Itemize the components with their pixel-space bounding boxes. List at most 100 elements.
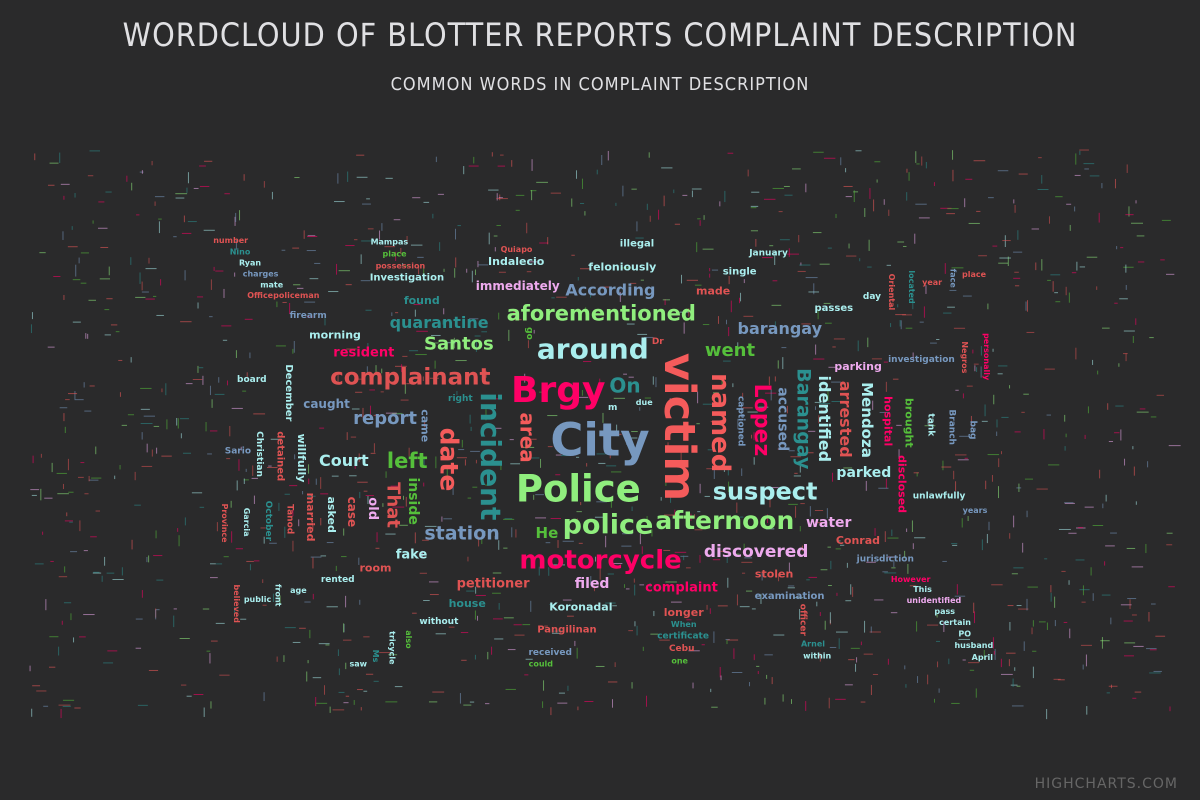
word-conrad[interactable]: Conrad (836, 534, 880, 547)
word-sario[interactable]: Sario (225, 446, 251, 456)
word-tanod[interactable]: Tanod (284, 504, 294, 534)
word-captioned[interactable]: captioned (735, 396, 745, 446)
word-received[interactable]: received (528, 648, 571, 658)
word-asked[interactable]: asked (325, 497, 338, 533)
word-accused[interactable]: accused (774, 387, 790, 451)
word-pangilinan[interactable]: Pangilinan (537, 625, 596, 636)
word-quiapo[interactable]: Quiapo (501, 245, 533, 254)
word-parked[interactable]: parked (836, 465, 891, 481)
word-within[interactable]: within (803, 652, 831, 661)
word-ms[interactable]: Ms (371, 650, 380, 663)
word-area[interactable]: area (515, 412, 539, 462)
word-year[interactable]: year (922, 278, 942, 287)
word-right[interactable]: right (448, 394, 473, 404)
word-police[interactable]: Police (516, 467, 641, 510)
word-located[interactable]: located (907, 270, 916, 304)
word-could[interactable]: could (529, 659, 554, 668)
word-suspect[interactable]: suspect (713, 477, 818, 505)
word-he[interactable]: He (536, 524, 559, 542)
word-place[interactable]: place (962, 270, 987, 279)
word-due[interactable]: due (636, 398, 653, 407)
word-arrested[interactable]: arrested (836, 381, 855, 458)
word-immediately[interactable]: immediately (476, 279, 560, 293)
word-brgy[interactable]: Brgy (511, 370, 605, 411)
word-unlawfully[interactable]: unlawfully (913, 491, 966, 501)
word-years[interactable]: years (963, 506, 988, 515)
word-charges[interactable]: charges (243, 270, 279, 279)
word-garcia[interactable]: Garcia (242, 508, 251, 537)
word-left[interactable]: left (387, 449, 428, 473)
word-date[interactable]: date (435, 428, 464, 492)
word-rented[interactable]: rented (321, 575, 355, 585)
word-afternoon[interactable]: afternoon (655, 506, 794, 535)
word-mampas[interactable]: Mampas (371, 238, 409, 247)
word-april[interactable]: April (972, 653, 994, 662)
word-jurisdiction[interactable]: jurisdiction (856, 554, 914, 564)
word-ryan[interactable]: Ryan (239, 259, 261, 268)
word-without[interactable]: without (419, 617, 459, 627)
word-incident[interactable]: incident (474, 392, 507, 520)
word-willfully[interactable]: willfully (295, 434, 308, 483)
word-oriental[interactable]: Oriental (887, 274, 896, 311)
word-station[interactable]: station (424, 522, 499, 544)
word-brought[interactable]: brought (903, 398, 916, 448)
word-firearm[interactable]: firearm (290, 311, 327, 321)
word-single[interactable]: single (723, 266, 757, 277)
word-motorcycle[interactable]: motorcycle (519, 545, 681, 575)
word-however[interactable]: However (891, 575, 931, 584)
word-parking[interactable]: parking (834, 360, 882, 373)
word-filed[interactable]: filed (575, 576, 610, 592)
word-mendoza[interactable]: Mendoza (858, 382, 876, 458)
word-barangay[interactable]: Barangay (792, 368, 814, 470)
word-complaint[interactable]: complaint (645, 581, 718, 596)
word-tank[interactable]: tank (925, 413, 935, 437)
word-resident[interactable]: resident (333, 345, 394, 360)
word-illegal[interactable]: illegal (620, 239, 654, 250)
word-caught[interactable]: caught (303, 397, 350, 411)
word-saw[interactable]: saw (349, 659, 367, 668)
word-hospital[interactable]: hospital (882, 396, 895, 446)
word-po[interactable]: PO (958, 629, 971, 638)
word-feloniously[interactable]: feloniously (588, 261, 656, 274)
word-identified[interactable]: identified (815, 376, 834, 462)
word-one[interactable]: one (671, 657, 688, 666)
word-named[interactable]: named (705, 373, 735, 472)
word-january[interactable]: January (748, 249, 788, 259)
word-lopez[interactable]: Lopez (749, 384, 774, 457)
word-officepoliceman[interactable]: Officepoliceman (247, 291, 320, 300)
word-dr[interactable]: Dr (652, 337, 664, 347)
word-investigation[interactable]: investigation (888, 355, 955, 365)
word-mate[interactable]: mate (260, 280, 284, 289)
word-investigation[interactable]: Investigation (370, 272, 444, 283)
word-certain[interactable]: certain (939, 618, 971, 627)
word-m[interactable]: m (608, 403, 617, 413)
word-room[interactable]: room (359, 562, 391, 575)
word-face[interactable]: face (948, 269, 957, 289)
word-stolen[interactable]: stolen (755, 567, 793, 580)
word-arnel[interactable]: Arnel (801, 639, 825, 648)
word-this[interactable]: This (913, 585, 932, 594)
word-water[interactable]: water (806, 515, 852, 531)
word-passes[interactable]: passes (815, 303, 854, 314)
word-petitioner[interactable]: petitioner (457, 577, 530, 592)
word-quarantine[interactable]: quarantine (390, 313, 489, 332)
word-day[interactable]: day (863, 292, 881, 302)
word-came[interactable]: came (419, 409, 432, 442)
word-indalecio[interactable]: Indalecio (488, 255, 545, 268)
word-report[interactable]: report (353, 408, 417, 429)
word-married[interactable]: married (304, 493, 317, 542)
word-longer[interactable]: longer (664, 606, 704, 619)
word-go[interactable]: go (524, 327, 534, 340)
word-detained[interactable]: detained (275, 431, 286, 481)
word-complainant[interactable]: complainant (330, 365, 490, 391)
word-found[interactable]: found (404, 294, 440, 307)
word-also[interactable]: also (404, 630, 413, 649)
word-victim[interactable]: victim (654, 353, 704, 501)
word-husband[interactable]: husband (954, 641, 993, 650)
word-disclosed[interactable]: disclosed (895, 455, 908, 513)
word-certificate[interactable]: certificate (657, 632, 709, 642)
word-place[interactable]: place (383, 250, 408, 259)
word-board[interactable]: board (237, 375, 267, 385)
word-branch[interactable]: Branch (947, 409, 957, 445)
word-age[interactable]: age (290, 586, 307, 595)
